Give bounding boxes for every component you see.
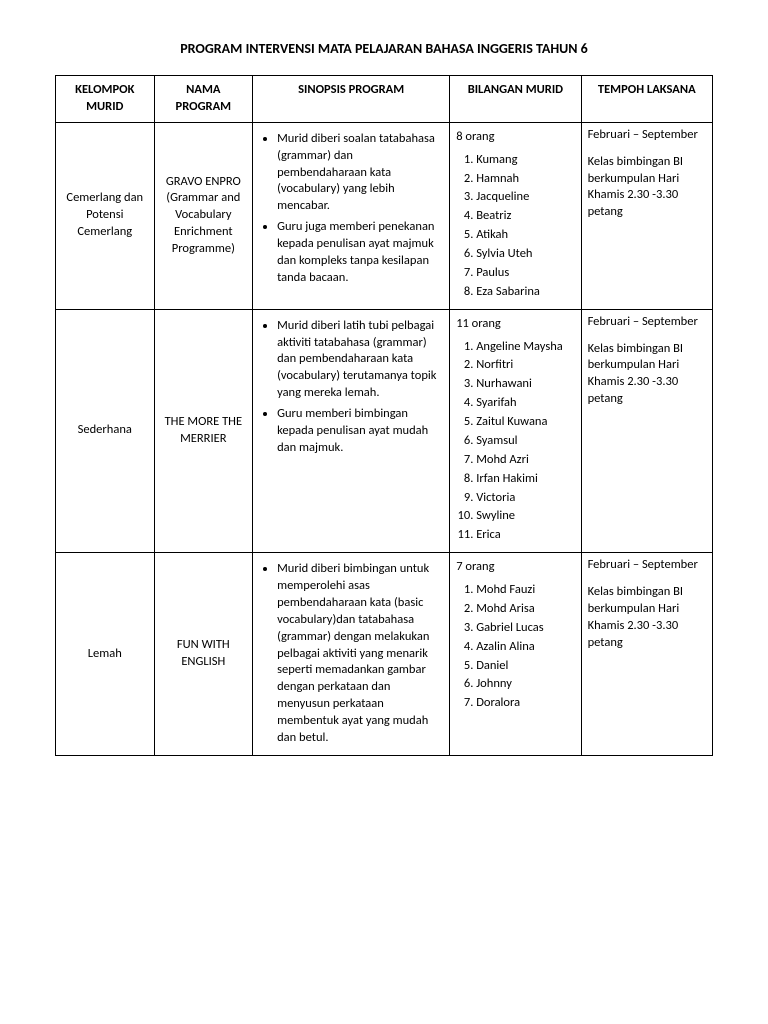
cell-kelompok: Lemah (56, 553, 155, 756)
murid-item: Erica (476, 527, 574, 544)
murid-item: Nurhawani (476, 376, 574, 393)
cell-nama: FUN WITH ENGLISH (154, 553, 253, 756)
tempoh-detail: Kelas bimbingan BI berkumpulan Hari Kham… (588, 584, 706, 652)
header-sinopsis: SINOPSIS PROGRAM (253, 76, 450, 123)
table-row: Cemerlang dan Potensi CemerlangGRAVO ENP… (56, 122, 713, 309)
murid-item: Mohd Azri (476, 452, 574, 469)
sinopsis-item: Murid diberi bimbingan untuk memperolehi… (277, 561, 443, 747)
murid-count: 11 orang (456, 316, 574, 333)
murid-item: Daniel (476, 658, 574, 675)
murid-item: Norfitri (476, 357, 574, 374)
tempoh-head: Februari – September (588, 127, 706, 144)
cell-bilangan: 11 orang Angeline MayshaNorfitri Nurhawani… (450, 309, 581, 553)
page-title: PROGRAM INTERVENSI MATA PELAJARAN BAHASA… (55, 40, 713, 57)
murid-item: Sylvia Uteh (476, 246, 574, 263)
murid-item: Syamsul (476, 433, 574, 450)
cell-bilangan: 7 orang Mohd Fauzi Mohd Arisa Gabriel Lucas… (450, 553, 581, 756)
tempoh-detail: Kelas bimbingan BI berkumpulan Hari Kham… (588, 341, 706, 409)
cell-nama: GRAVO ENPRO (Grammar and Vocabulary Enri… (154, 122, 253, 309)
murid-item: Hamnah (476, 171, 574, 188)
murid-item: Swyline (476, 508, 574, 525)
murid-item: Victoria (476, 490, 574, 507)
cell-tempoh: Februari – September Kelas bimbingan BI b… (581, 309, 712, 553)
murid-item: Azalin Alina (476, 639, 574, 656)
murid-item: Gabriel Lucas (476, 620, 574, 637)
sinopsis-item: Guru juga memberi penekanan kepada penul… (277, 219, 443, 287)
tempoh-head: Februari – September (588, 314, 706, 331)
table-row: SederhanaTHE MORE THE MERRIER Murid diber… (56, 309, 713, 553)
murid-item: Syarifah (476, 395, 574, 412)
header-bilangan: BILANGAN MURID (450, 76, 581, 123)
murid-item: Mohd Fauzi (476, 582, 574, 599)
header-nama: NAMA PROGRAM (154, 76, 253, 123)
table-header-row: KELOMPOK MURID NAMA PROGRAM SINOPSIS PRO… (56, 76, 713, 123)
sinopsis-item: Murid diberi soalan tatabahasa (grammar)… (277, 131, 443, 215)
murid-count: 8 orang (456, 129, 574, 146)
murid-item: Johnny (476, 676, 574, 693)
tempoh-head: Februari – September (588, 557, 706, 574)
header-kelompok: KELOMPOK MURID (56, 76, 155, 123)
cell-bilangan: 8 orang Kumang HamnahJacqueline Beatriz Atik… (450, 122, 581, 309)
program-table: KELOMPOK MURID NAMA PROGRAM SINOPSIS PRO… (55, 75, 713, 756)
murid-item: Eza Sabarina (476, 284, 574, 301)
sinopsis-item: Murid diberi latih tubi pelbagai aktivit… (277, 318, 443, 402)
murid-item: Zaitul Kuwana (476, 414, 574, 431)
cell-tempoh: Februari – September Kelas bimbingan BI b… (581, 122, 712, 309)
murid-item: Beatriz (476, 208, 574, 225)
murid-item: Doralora (476, 695, 574, 712)
cell-kelompok: Sederhana (56, 309, 155, 553)
cell-sinopsis: Murid diberi soalan tatabahasa (grammar)… (253, 122, 450, 309)
murid-item: Kumang (476, 152, 574, 169)
sinopsis-item: Guru memberi bimbingan kepada penulisan … (277, 406, 443, 457)
tempoh-detail: Kelas bimbingan BI berkumpulan Hari Kham… (588, 154, 706, 222)
murid-count: 7 orang (456, 559, 574, 576)
cell-sinopsis: Murid diberi bimbingan untuk memperolehi… (253, 553, 450, 756)
cell-kelompok: Cemerlang dan Potensi Cemerlang (56, 122, 155, 309)
header-tempoh: TEMPOH LAKSANA (581, 76, 712, 123)
cell-nama: THE MORE THE MERRIER (154, 309, 253, 553)
cell-tempoh: Februari – September Kelas bimbingan BI b… (581, 553, 712, 756)
cell-sinopsis: Murid diberi latih tubi pelbagai aktivit… (253, 309, 450, 553)
murid-item: Atikah (476, 227, 574, 244)
murid-item: Irfan Hakimi (476, 471, 574, 488)
table-row: LemahFUN WITH ENGLISHMurid diberi bimbin… (56, 553, 713, 756)
murid-item: Mohd Arisa (476, 601, 574, 618)
murid-item: Angeline Maysha (476, 339, 574, 356)
murid-item: Paulus (476, 265, 574, 282)
murid-item: Jacqueline (476, 189, 574, 206)
